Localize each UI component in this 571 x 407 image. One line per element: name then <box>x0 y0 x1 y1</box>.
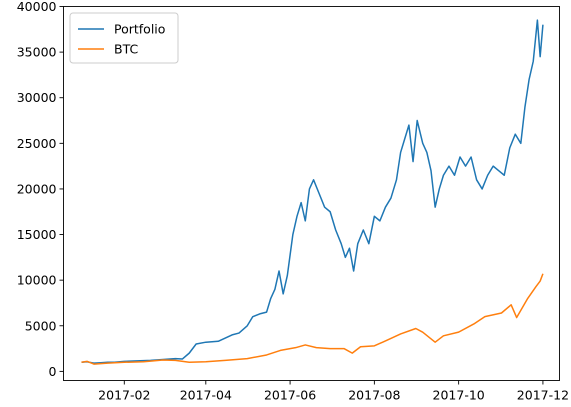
y-tick-label: 15000 <box>17 227 57 242</box>
series-line-btc <box>81 273 544 365</box>
legend-label-portfolio: Portfolio <box>114 22 165 37</box>
legend: Portfolio BTC <box>69 12 179 64</box>
x-tick-label: 2017-12 <box>517 388 569 403</box>
x-tick-label: 2017-04 <box>180 388 232 403</box>
y-tick-label: 5000 <box>25 318 57 333</box>
x-tick-label: 2017-02 <box>98 388 150 403</box>
x-tick-label: 2017-06 <box>264 388 316 403</box>
plot-frame <box>63 6 560 381</box>
x-axis: 2017-02 2017-04 2017-06 2017-08 2017-10 2017-… <box>98 380 569 403</box>
legend-box <box>69 12 179 64</box>
series-line-portfolio <box>81 19 544 364</box>
y-tick-label: 25000 <box>17 136 57 151</box>
series-layer <box>81 19 544 365</box>
y-tick-label: 10000 <box>17 273 57 288</box>
legend-label-btc: BTC <box>114 42 138 57</box>
x-tick-label: 2017-10 <box>433 388 485 403</box>
x-tick-label: 2017-08 <box>348 388 400 403</box>
y-axis: 0 5000 10000 15000 20000 25000 30000 35000 40000 <box>17 0 64 379</box>
y-tick-label: 20000 <box>17 181 57 196</box>
y-tick-label: 40000 <box>17 0 57 14</box>
y-tick-label: 0 <box>49 364 57 379</box>
y-tick-label: 30000 <box>17 90 57 105</box>
y-tick-label: 35000 <box>17 45 57 60</box>
